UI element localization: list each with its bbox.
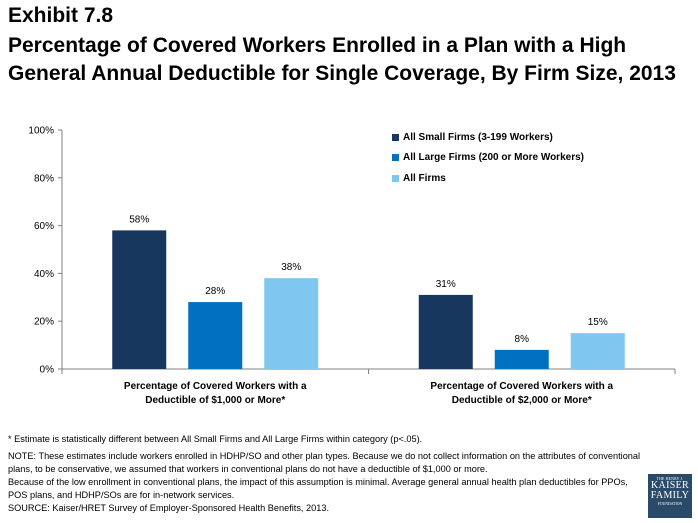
- footnote-note-continued: Because of the low enrollment in convent…: [8, 477, 628, 500]
- legend-swatch-large-firms: [392, 154, 399, 162]
- footnote-source: SOURCE: Kaiser/HRET Survey of Employer-S…: [8, 503, 330, 513]
- footnote-asterisk: * Estimate is statistically different be…: [8, 434, 423, 444]
- bar-chart: 0% 20% 40% 60% 80% 100% 58% 28% 38% Percentage o…: [28, 126, 676, 406]
- legend-item-small-firms: All Small Firms (3-199 Workers): [392, 127, 584, 148]
- bar-value-label: 38%: [281, 262, 301, 273]
- bar: [188, 302, 243, 369]
- chart-bars: [112, 230, 625, 369]
- bar: [418, 294, 473, 369]
- legend-label-large-firms: All Large Firms (200 or More Workers): [403, 152, 584, 164]
- x-category-label: Percentage of Covered Workers with a: [430, 381, 613, 392]
- x-category-label: Percentage of Covered Workers with a: [124, 381, 307, 392]
- bar-value-label: 8%: [515, 334, 530, 345]
- exhibit-number: Exhibit 7.8: [8, 4, 114, 27]
- bar: [264, 278, 319, 369]
- legend-label-small-firms: All Small Firms (3-199 Workers): [403, 131, 553, 143]
- y-tick-label: 100%: [28, 126, 54, 137]
- x-category-label: Deductible of $2,000 or More*: [452, 395, 592, 406]
- bar-value-label: 31%: [436, 279, 456, 290]
- legend-swatch-all-firms: [392, 174, 399, 182]
- chart-legend: All Small Firms (3-199 Workers) All Larg…: [392, 127, 584, 189]
- bar-value-label: 15%: [588, 317, 608, 328]
- bar: [570, 333, 625, 369]
- y-tick-label: 20%: [34, 317, 54, 328]
- bar-value-label: 28%: [205, 286, 225, 297]
- legend-item-all-firms: All Firms: [392, 168, 584, 189]
- logo-line-2: KAISER: [651, 480, 689, 491]
- legend-item-large-firms: All Large Firms (200 or More Workers): [392, 148, 584, 169]
- bar: [112, 230, 167, 369]
- kff-logo: THE HENRY J. KAISER FAMILY FOUNDATION: [648, 474, 692, 518]
- logo-line-1: THE HENRY J.: [656, 477, 684, 481]
- footnote-note: NOTE: These estimates include workers en…: [8, 451, 641, 474]
- bar: [494, 349, 549, 369]
- bar-value-label: 58%: [129, 214, 149, 225]
- y-tick-label: 80%: [34, 173, 54, 184]
- x-category-label: Deductible of $1,000 or More*: [145, 395, 285, 406]
- y-tick-label: 0%: [40, 365, 55, 376]
- chart-title: Percentage of Covered Workers Enrolled i…: [8, 34, 676, 85]
- logo-line-4: FOUNDATION: [657, 502, 683, 506]
- legend-label-all-firms: All Firms: [403, 172, 446, 184]
- logo-line-3: FAMILY: [650, 490, 690, 501]
- y-tick-label: 60%: [34, 221, 54, 232]
- legend-swatch-small-firms: [392, 133, 399, 141]
- footnotes: * Estimate is statistically different be…: [8, 433, 648, 515]
- chart-labels: 58% 28% 38% Percentage of Covered Workers w…: [124, 214, 614, 406]
- y-tick-label: 40%: [34, 269, 54, 280]
